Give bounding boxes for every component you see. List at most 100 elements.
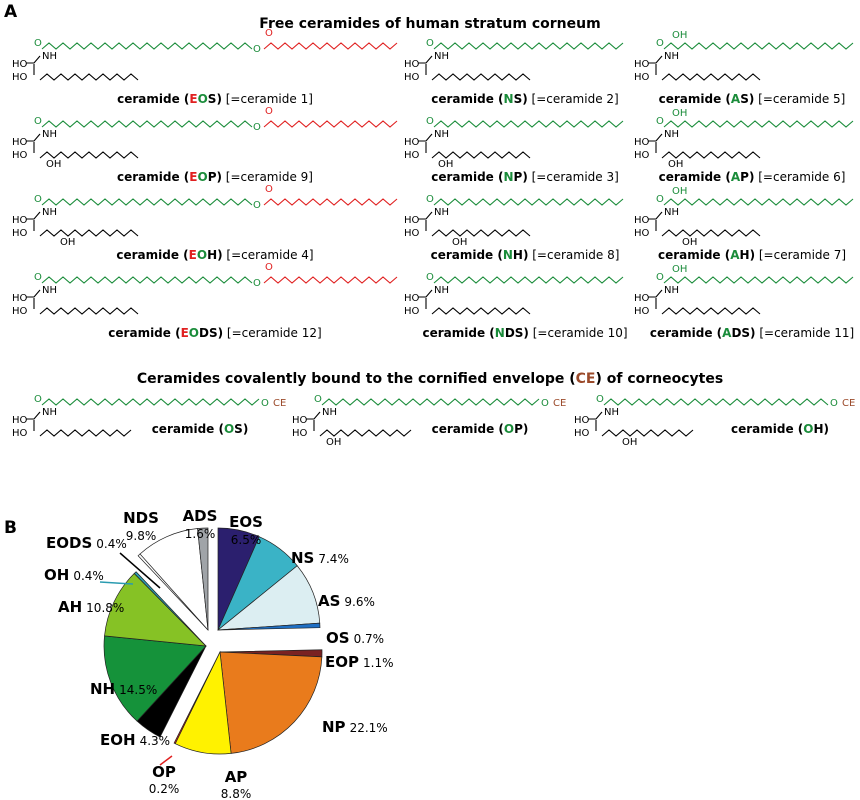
structure-label-OH: ceramide (OH) [731,422,829,436]
carbonyl-oxygen-label: O [426,38,434,49]
fatty-acid-chain [663,198,854,206]
label-prefix: ceramide ( [650,326,722,340]
fatty-acid-chain [433,276,624,284]
pie-value-NS: 7.4% [318,552,349,566]
carbonyl-oxygen-label: O [34,194,42,205]
label-code: O [197,248,207,262]
structure-label-NH: ceramide (NH) [=ceramide 8] [431,248,620,262]
fatty-acid-chain [321,398,540,406]
pie-slice-OP [173,651,221,745]
pie-name: NS [291,549,314,567]
sphingoid-chain [431,229,531,237]
label-alias: [=ceramide 9] [222,170,313,184]
leader-line-OP [159,755,173,766]
pie-value-EODS: 0.4% [96,537,127,551]
carbonyl-oxygen-label: O [426,194,434,205]
pie-slice-OS [217,622,321,631]
ester-carbonyl-label: O [265,184,273,195]
hydroxy-label: HO [12,306,28,317]
hydroxy-label: HO [634,72,650,83]
ester-oxygen-label: O [253,44,261,55]
fatty-acid-chain [433,42,624,50]
pie-name: OH [44,566,69,584]
hydroxy-label: HO [404,293,420,304]
pie-chart: EOS 6.5% NS 7.4% AS 9.6% OS 0.7% EOP 1.1% NP 22.1% A… [44,507,394,800]
head-bond [26,211,41,220]
carbonyl-oxygen-label: O [426,116,434,127]
label-prefix: ceramide ( [659,170,731,184]
head-bond [418,211,433,220]
carbonyl-oxygen-label: O [656,194,664,205]
hydroxy-label: HO [634,59,650,70]
label-suffix: ) [749,170,754,184]
bound-oxygen-label: O [541,398,549,409]
pie-value-NH: 14.5% [119,683,157,697]
structure-P: ONH HO HO OH [404,116,624,170]
ester-carbonyl-label: O [265,262,273,273]
amide-nh-label: NH [434,51,449,62]
title-bound-ceramides: Ceramides covalently bound to the cornif… [137,371,723,387]
hydroxy-label: HO [12,415,28,426]
pie-label-EOP: EOP 1.1% [325,653,394,671]
fatty-acid-chain [41,398,260,406]
hydroxy-label: HO [634,306,650,317]
ester-oxygen-label: O [253,278,261,289]
panel-label-a: A [4,2,18,22]
structure-label-NS: ceramide (NS) [=ceramide 2] [431,92,618,106]
structure-label-AH: ceramide (AH) [=ceramide 7] [658,248,846,262]
label-suffix: ) [750,326,755,340]
head-bond [418,133,433,142]
carbonyl-oxygen-label: O [34,116,42,127]
carbonyl-oxygen-label: O [314,394,322,405]
sphingoid-chain [39,151,139,159]
amide-nh-label: NH [664,207,679,218]
pie-value-EOS: 6.5% [231,533,262,547]
hydroxy-label: HO [292,428,308,439]
pie-value-NDS: 9.8% [126,529,157,543]
amide-nh-label: NH [322,407,337,418]
phyto-hydroxy-label: OH [438,159,453,170]
bound-oxygen-label: O [830,398,838,409]
label-alias: [=ceramide 11] [756,326,855,340]
structure-label-EOH: ceramide (EOH) [=ceramide 4] [116,248,313,262]
fatty-acid-chain [41,276,253,284]
sphingoid-chain [661,73,761,81]
label-suffix: ) [217,170,222,184]
hydroxy-label: HO [634,215,650,226]
label-code: S [234,422,243,436]
hydroxy-label: HO [634,293,650,304]
pie-label-EOH: EOH 4.3% [100,731,170,749]
pie-label-OP: OP [152,763,176,781]
label-alias: [=ceramide 7] [755,248,846,262]
sphingoid-chain [661,151,761,159]
ester-oxygen-label: O [253,200,261,211]
label-code: E [189,248,197,262]
pie-name: AS [318,592,340,610]
panel-label-b: B [4,518,17,538]
hydroxy-label: HO [12,59,28,70]
label-code: O [224,422,234,436]
sphingoid-chain [39,229,139,237]
structure-label-ADS: ceramide (ADS) [=ceramide 11] [650,326,854,340]
pie-label-NH: NH 14.5% [90,680,157,698]
hydroxy-label: HO [12,150,28,161]
sphingoid-chain [319,429,412,437]
linoleic-acid-chain [263,276,398,284]
leader-line-EODS [119,552,161,589]
pie-name: AH [58,598,82,616]
fatty-acid-chain [433,198,624,206]
phyto-hydroxy-label: OH [46,159,61,170]
leader-line-OH [99,581,134,585]
head-bond [418,289,433,298]
amide-nh-label: NH [434,285,449,296]
sphingoid-chain [39,429,132,437]
structure-A: O OH NH HO HO OH [634,108,854,170]
ce-label: CE [273,398,286,409]
fatty-acid-chain [663,120,854,128]
amide-nh-label: NH [42,51,57,62]
alpha-hydroxy-label: OH [672,108,687,119]
pie-name: EODS [46,534,92,552]
